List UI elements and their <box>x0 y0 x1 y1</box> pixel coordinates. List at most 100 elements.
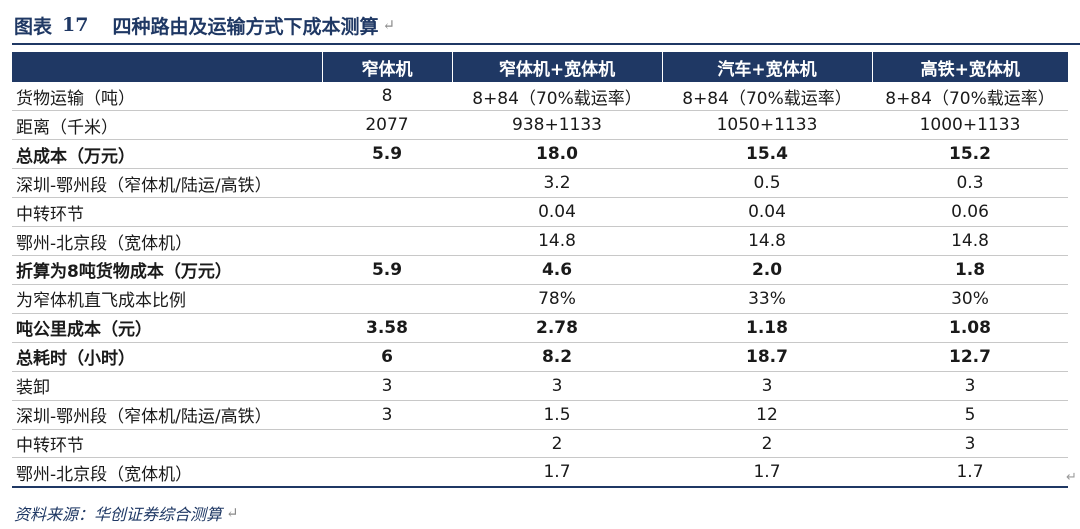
table-cell: 0.5 <box>662 168 872 199</box>
table-cell: 14.8 <box>452 226 662 257</box>
table-cell: 5 <box>872 400 1068 430</box>
row-label: 鄂州-北京段（宽体机） <box>12 226 322 257</box>
table-row: 吨公里成本（元） 3.58 2.78 1.18 1.08 <box>12 313 1068 343</box>
table-cell <box>322 226 452 257</box>
source-text: 资料来源：华创证券综合测算 <box>14 505 223 524</box>
table-cell: 78% <box>452 284 662 314</box>
row-label: 距离（千米） <box>12 110 322 141</box>
table-row: 鄂州-北京段（宽体机） 1.7 1.7 1.7 <box>12 457 1068 488</box>
header-cell: 窄体机+宽体机 <box>452 52 663 82</box>
table-row: 深圳-鄂州段（窄体机/陆运/高铁） 3.2 0.5 0.3 <box>12 168 1068 199</box>
table-cell: 0.04 <box>662 197 872 228</box>
table-cell: 2.78 <box>452 313 662 343</box>
table-cell <box>322 429 452 459</box>
table-cell: 8.2 <box>452 342 662 372</box>
table-cell <box>322 284 452 314</box>
table-cell: 1.7 <box>872 457 1068 488</box>
table-cell: 3 <box>322 400 452 430</box>
table-row: 深圳-鄂州段（窄体机/陆运/高铁） 3 1.5 12 5 <box>12 400 1068 430</box>
table-row: 总耗时（小时） 6 8.2 18.7 12.7 <box>12 342 1068 372</box>
table-cell: 1.8 <box>872 255 1068 285</box>
table-cell: 1.7 <box>452 457 662 488</box>
figure-title-text: 四种路由及运输方式下成本测算 <box>112 15 379 38</box>
row-label: 鄂州-北京段（宽体机） <box>12 457 322 488</box>
table-cell: 15.4 <box>662 139 872 170</box>
table-header: 窄体机 窄体机+宽体机 汽车+宽体机 高铁+宽体机 <box>12 52 1068 82</box>
table-cell: 15.2 <box>872 139 1068 170</box>
table-cell: 1.7 <box>662 457 872 488</box>
row-label: 折算为8吨货物成本（万元） <box>12 255 322 285</box>
table-cell: 0.06 <box>872 197 1068 228</box>
table-cell: 12.7 <box>872 342 1068 372</box>
row-label: 总成本（万元） <box>12 139 322 170</box>
table-row: 鄂州-北京段（宽体机） 14.8 14.8 14.8 <box>12 226 1068 257</box>
table-cell: 30% <box>872 284 1068 314</box>
table-cell: 1.5 <box>452 400 662 430</box>
table-cell: 14.8 <box>872 226 1068 257</box>
table-cell: 1.18 <box>662 313 872 343</box>
table-cell: 5.9 <box>322 139 452 170</box>
table-row: 为窄体机直飞成本比例 78% 33% 30% <box>12 284 1068 314</box>
table-cell <box>322 457 452 488</box>
table-cell: 8+84（70%载运率） <box>452 82 662 112</box>
table-cell <box>322 168 452 199</box>
figure-number: 17 <box>62 14 89 36</box>
header-row: 窄体机 窄体机+宽体机 汽车+宽体机 高铁+宽体机 <box>12 52 1068 82</box>
table-cell: 2077 <box>322 110 452 141</box>
table-cell: 4.6 <box>452 255 662 285</box>
table-cell <box>322 197 452 228</box>
row-label: 深圳-鄂州段（窄体机/陆运/高铁） <box>12 400 322 430</box>
table-cell: 5.9 <box>322 255 452 285</box>
table-cell: 0.04 <box>452 197 662 228</box>
header-cell <box>12 52 323 82</box>
table-row: 中转环节 0.04 0.04 0.06 <box>12 197 1068 228</box>
table-cell: 3.2 <box>452 168 662 199</box>
return-mark-icon: ↵ <box>382 16 396 34</box>
figure-title: 图表 17 四种路由及运输方式下成本测算 ↵ <box>14 8 395 42</box>
table-cell: 1000+1133 <box>872 110 1068 141</box>
table-cell: 14.8 <box>662 226 872 257</box>
row-label: 装卸 <box>12 371 322 401</box>
row-label: 中转环节 <box>12 197 322 228</box>
source-note: 资料来源：华创证券综合测算 ↵ <box>14 500 239 526</box>
table-cell: 3.58 <box>322 313 452 343</box>
table-cell: 1.08 <box>872 313 1068 343</box>
table-row: 折算为8吨货物成本（万元） 5.9 4.6 2.0 1.8 <box>12 255 1068 285</box>
table-cell: 2 <box>452 429 662 459</box>
table-cell: 6 <box>322 342 452 372</box>
table-row: 装卸 3 3 3 3 <box>12 371 1068 401</box>
header-cell: 汽车+宽体机 <box>662 52 873 82</box>
header-cell: 高铁+宽体机 <box>872 52 1068 82</box>
table-cell: 3 <box>452 371 662 401</box>
table-cell: 8+84（70%载运率） <box>872 82 1068 112</box>
table-row: 中转环节 2 2 3 <box>12 429 1068 459</box>
cost-table: 窄体机 窄体机+宽体机 汽车+宽体机 高铁+宽体机 货物运输（吨） 8 8+84（70%载… <box>12 52 1068 488</box>
table-cell: 938+1133 <box>452 110 662 141</box>
table-cell: 3 <box>872 429 1068 459</box>
table-cell: 3 <box>662 371 872 401</box>
table-cell: 3 <box>322 371 452 401</box>
table-cell: 8 <box>322 82 452 112</box>
source-return-mark-icon: ↵ <box>226 504 239 522</box>
table-cell: 3 <box>872 371 1068 401</box>
table-row: 总成本（万元） 5.9 18.0 15.4 15.2 <box>12 139 1068 170</box>
table-row: 距离（千米） 2077 938+1133 1050+1133 1000+1133 <box>12 110 1068 141</box>
table-cell: 1050+1133 <box>662 110 872 141</box>
row-label: 总耗时（小时） <box>12 342 322 372</box>
side-return-mark-icon: ↵ <box>1066 470 1077 485</box>
row-label: 深圳-鄂州段（窄体机/陆运/高铁） <box>12 168 322 199</box>
figure-label: 图表 <box>14 15 53 38</box>
table-body: 货物运输（吨） 8 8+84（70%载运率） 8+84（70%载运率） 8+84（70%… <box>12 82 1068 488</box>
table-cell: 12 <box>662 400 872 430</box>
row-label: 中转环节 <box>12 429 322 459</box>
table-cell: 18.7 <box>662 342 872 372</box>
table-cell: 8+84（70%载运率） <box>662 82 872 112</box>
table-cell: 2.0 <box>662 255 872 285</box>
table-row: 货物运输（吨） 8 8+84（70%载运率） 8+84（70%载运率） 8+84（70%… <box>12 82 1068 112</box>
row-label: 为窄体机直飞成本比例 <box>12 284 322 314</box>
table-cell: 18.0 <box>452 139 662 170</box>
row-label: 货物运输（吨） <box>12 82 322 112</box>
header-cell: 窄体机 <box>322 52 453 82</box>
row-label: 吨公里成本（元） <box>12 313 322 343</box>
table-cell: 0.3 <box>872 168 1068 199</box>
